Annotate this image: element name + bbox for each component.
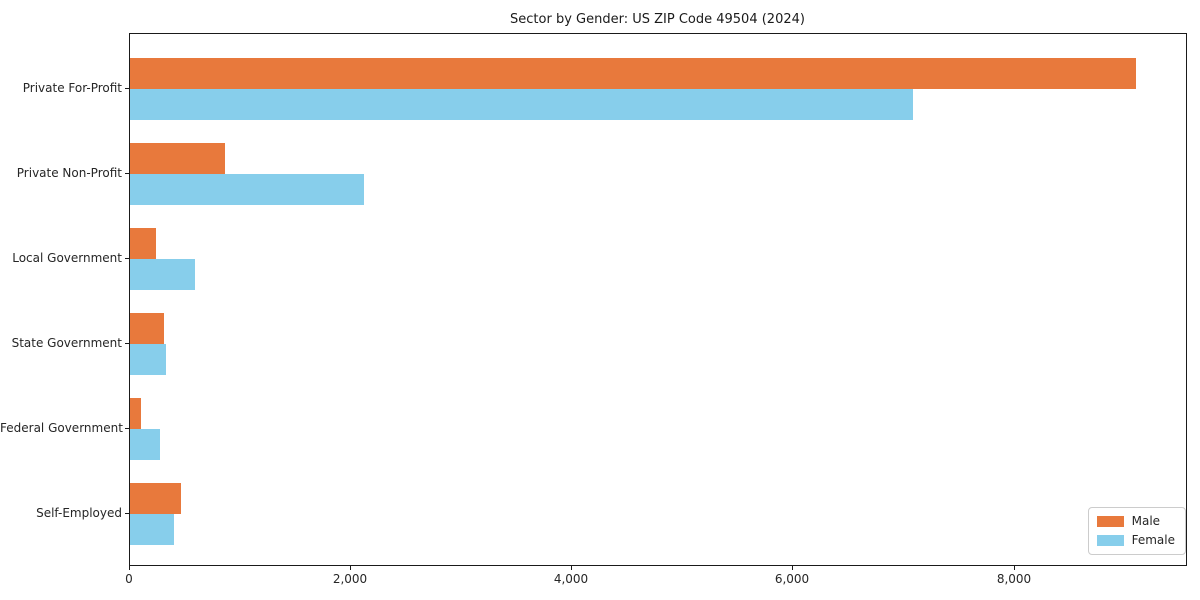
legend-swatch-male-icon [1096,516,1124,527]
x-axis-tick-label: 6,000 [774,572,810,586]
x-axis-tick [1014,566,1015,570]
y-axis-label-self-employed: Self-Employed [36,506,122,520]
legend-label-male: Male [1131,514,1161,528]
bar-female-private-non-profit [130,174,364,205]
bar-male-private-for-profit [130,58,1136,89]
bar-female-state-government [130,344,166,375]
plot-area [129,33,1187,566]
x-axis-tick [571,566,572,570]
y-axis-label-state-government: State Government [11,336,122,350]
x-axis-tick-label: 8,000 [996,572,1032,586]
bar-male-state-government [130,313,164,344]
x-axis-tick [792,566,793,570]
bar-female-local-government [130,259,195,290]
legend-item-male: Male [1096,514,1175,528]
bar-male-local-government [130,228,156,259]
x-axis-tick-label: 0 [125,572,133,586]
y-axis-tick [125,343,129,344]
y-axis-tick [125,258,129,259]
bar-female-federal-government [130,429,160,460]
y-axis-tick [125,173,129,174]
y-axis-tick [125,513,129,514]
y-axis-label-private-non-profit: Private Non-Profit [16,166,122,180]
legend: Male Female [1087,507,1186,555]
bar-male-private-non-profit [130,143,225,174]
x-axis-tick-label: 2,000 [332,572,368,586]
x-axis-tick [129,566,130,570]
legend-swatch-female-icon [1096,535,1124,546]
y-axis-tick [125,428,129,429]
bar-male-federal-government [130,398,141,429]
x-axis-tick-label: 4,000 [553,572,589,586]
y-axis-label-local-government: Local Government [12,251,122,265]
bar-female-self-employed [130,514,174,545]
x-axis-tick [350,566,351,570]
legend-label-female: Female [1131,533,1175,547]
chart-title: Sector by Gender: US ZIP Code 49504 (202… [510,12,805,27]
legend-item-female: Female [1096,533,1175,547]
y-axis-label-private-for-profit: Private For-Profit [22,81,122,95]
y-axis-label-federal-government: Federal Government [0,421,123,435]
bar-male-self-employed [130,483,181,514]
bar-female-private-for-profit [130,89,913,120]
y-axis-tick [125,88,129,89]
